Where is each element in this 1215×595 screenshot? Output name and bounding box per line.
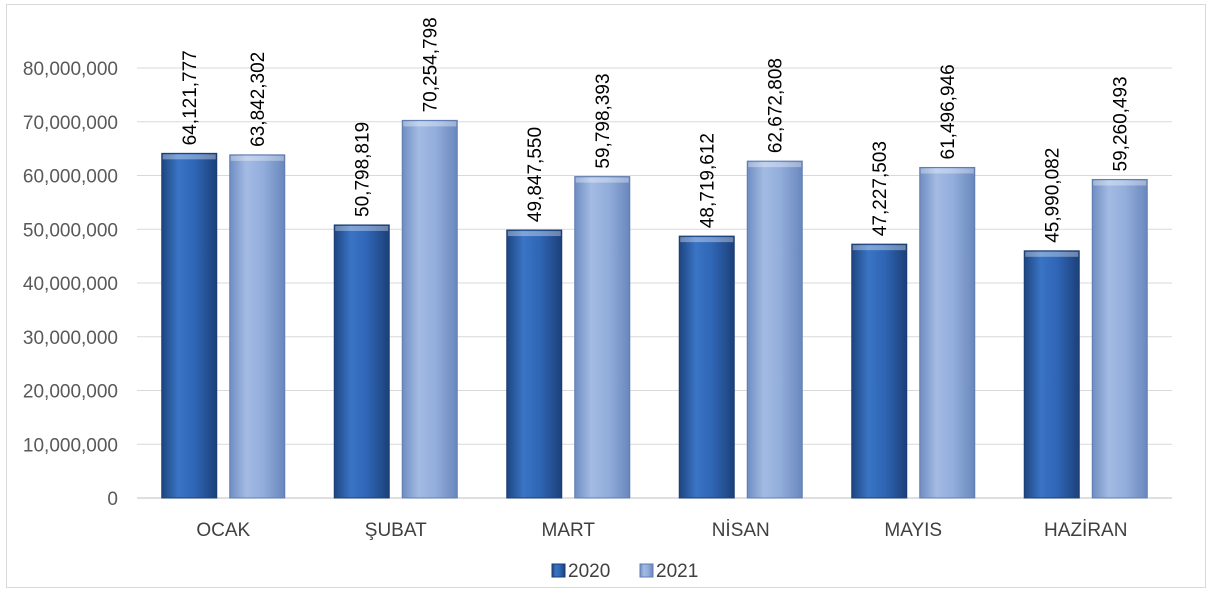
bar-2021-5 bbox=[1091, 178, 1148, 499]
bar-bevel bbox=[162, 154, 216, 160]
bar-2021-3 bbox=[746, 160, 803, 499]
bar-2021-0 bbox=[229, 154, 286, 499]
data-labels: 64,121,777 63,842,302 50,798,819 70,254,798… bbox=[180, 17, 1132, 243]
data-label: 48,719,612 bbox=[698, 133, 719, 228]
bar-2020-5 bbox=[1023, 250, 1080, 499]
y-axis-tick-labels: 0 10,000,000 20,000,000 30,000,000 40,000,00… bbox=[23, 59, 118, 510]
legend-label-2021: 2021 bbox=[656, 561, 698, 582]
bar-2020-0 bbox=[161, 152, 218, 499]
data-label: 59,798,393 bbox=[593, 73, 614, 168]
bar-bevel bbox=[680, 237, 734, 243]
x-axis-category-labels: OCAK ŞUBAT MART NİSAN MAYIS HAZİRAN bbox=[196, 520, 1127, 541]
bar-bevel bbox=[1093, 180, 1147, 186]
category-label: OCAK bbox=[196, 520, 250, 541]
y-tick-label: 60,000,000 bbox=[23, 167, 118, 188]
bar-2020-4 bbox=[851, 243, 908, 499]
category-label: MART bbox=[542, 520, 596, 541]
data-label: 62,672,808 bbox=[766, 58, 787, 153]
data-label: 64,121,777 bbox=[180, 50, 201, 145]
bar-bevel bbox=[403, 121, 457, 127]
legend: 2020 2021 bbox=[551, 561, 698, 582]
data-label: 47,227,503 bbox=[870, 141, 891, 236]
legend-swatch-2020 bbox=[551, 563, 566, 578]
y-tick-label: 30,000,000 bbox=[23, 328, 118, 349]
bar-bevel bbox=[1025, 251, 1079, 257]
bar-bevel bbox=[335, 225, 389, 231]
category-label: NİSAN bbox=[712, 520, 770, 541]
bar-bevel bbox=[230, 155, 284, 161]
y-tick-label: 20,000,000 bbox=[23, 382, 118, 403]
data-label: 70,254,798 bbox=[421, 17, 442, 112]
category-label: MAYIS bbox=[884, 520, 942, 541]
data-label: 45,990,082 bbox=[1043, 148, 1064, 243]
data-label: 63,842,302 bbox=[248, 52, 269, 147]
y-tick-label: 10,000,000 bbox=[23, 435, 118, 456]
bar-2020-1 bbox=[333, 224, 390, 499]
category-label: ŞUBAT bbox=[365, 520, 427, 541]
category-label: HAZİRAN bbox=[1044, 520, 1127, 541]
y-tick-label: 50,000,000 bbox=[23, 220, 118, 241]
y-tick-label: 80,000,000 bbox=[23, 59, 118, 80]
bar-2021-4 bbox=[919, 166, 976, 499]
bars bbox=[161, 119, 1148, 499]
legend-swatch-2021 bbox=[639, 563, 654, 578]
legend-label-2020: 2020 bbox=[568, 561, 610, 582]
y-tick-label: 40,000,000 bbox=[23, 274, 118, 295]
bar-bevel bbox=[920, 168, 974, 174]
bar-bevel bbox=[852, 245, 906, 251]
bar-2020-2 bbox=[506, 229, 563, 499]
bar-bevel bbox=[507, 231, 561, 237]
data-label: 59,260,493 bbox=[1111, 76, 1132, 171]
bar-2020-3 bbox=[678, 235, 735, 499]
gridlines bbox=[137, 67, 1172, 499]
data-label: 49,847,550 bbox=[525, 127, 546, 222]
bar-bevel bbox=[748, 162, 802, 168]
bar-2021-2 bbox=[574, 176, 631, 499]
data-label: 61,496,946 bbox=[938, 64, 959, 159]
y-tick-label: 0 bbox=[107, 489, 118, 510]
bar-2021-1 bbox=[401, 119, 458, 499]
bar-bevel bbox=[575, 177, 629, 183]
y-tick-label: 70,000,000 bbox=[23, 113, 118, 134]
data-label: 50,798,819 bbox=[353, 122, 374, 217]
